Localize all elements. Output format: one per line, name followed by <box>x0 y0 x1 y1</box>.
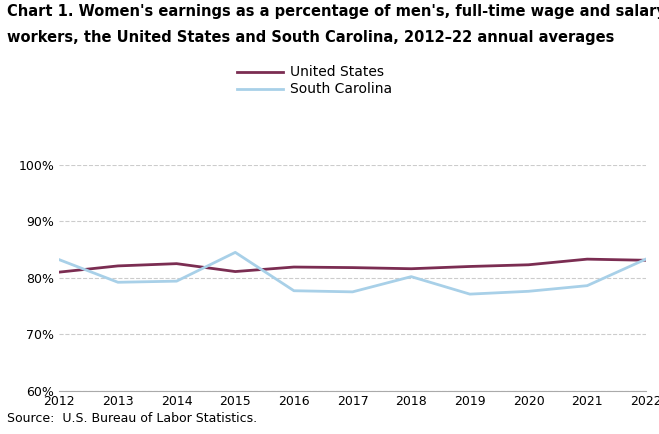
Text: United States: United States <box>290 65 384 79</box>
Text: Chart 1. Women's earnings as a percentage of men's, full-time wage and salary: Chart 1. Women's earnings as a percentag… <box>7 4 659 20</box>
Text: workers, the United States and South Carolina, 2012–22 annual averages: workers, the United States and South Car… <box>7 30 614 46</box>
Text: South Carolina: South Carolina <box>290 82 392 96</box>
Text: Source:  U.S. Bureau of Labor Statistics.: Source: U.S. Bureau of Labor Statistics. <box>7 412 257 425</box>
